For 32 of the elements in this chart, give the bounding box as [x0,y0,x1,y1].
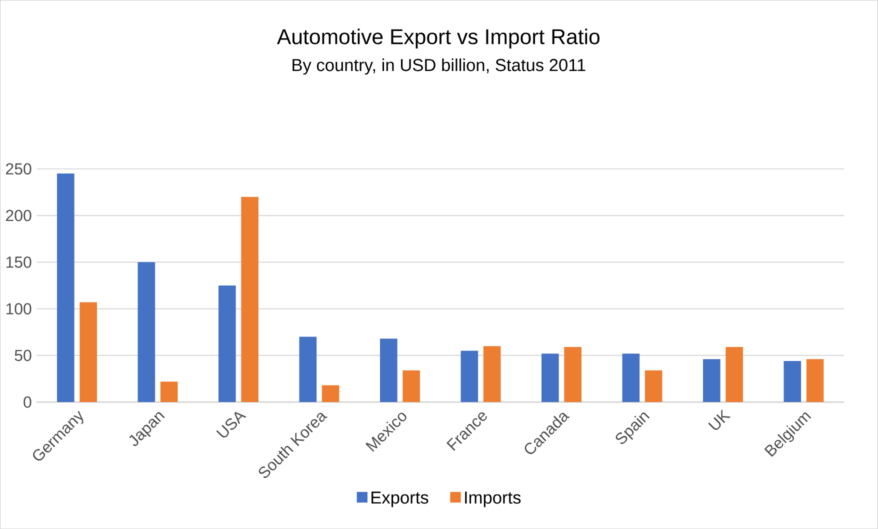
bar [703,359,720,402]
y-tick-label: 200 [6,210,32,222]
bar [241,196,258,402]
bar [80,302,97,402]
chart-title: Automotive Export vs Import Ratio [276,28,600,48]
bar [726,346,743,402]
y-tick-label: 0 [24,396,32,408]
y-tick-label: 150 [6,256,32,268]
bar [644,370,662,402]
bar [564,346,582,402]
bar [322,385,340,402]
legend-label: Imports [465,492,521,508]
bar [160,381,178,402]
bar [380,338,398,402]
bar [299,336,317,402]
bar [57,173,74,402]
bar [542,353,559,402]
y-tick-label: 50 [14,350,32,362]
y-tick-label: 250 [6,163,32,174]
bar [402,370,420,402]
y-tick-label: 100 [6,303,32,314]
x-tick-label: USA [216,412,246,438]
bar [784,360,802,402]
legend-label: Exports [372,492,428,508]
bar [218,285,236,402]
bar [138,262,156,402]
bar [806,359,824,402]
bar [483,346,501,402]
chart-subtitle: By country, in USD billion, Status 2011 [292,58,586,75]
bar [460,350,478,402]
x-tick-label: UK [708,409,731,430]
bar [622,353,640,402]
